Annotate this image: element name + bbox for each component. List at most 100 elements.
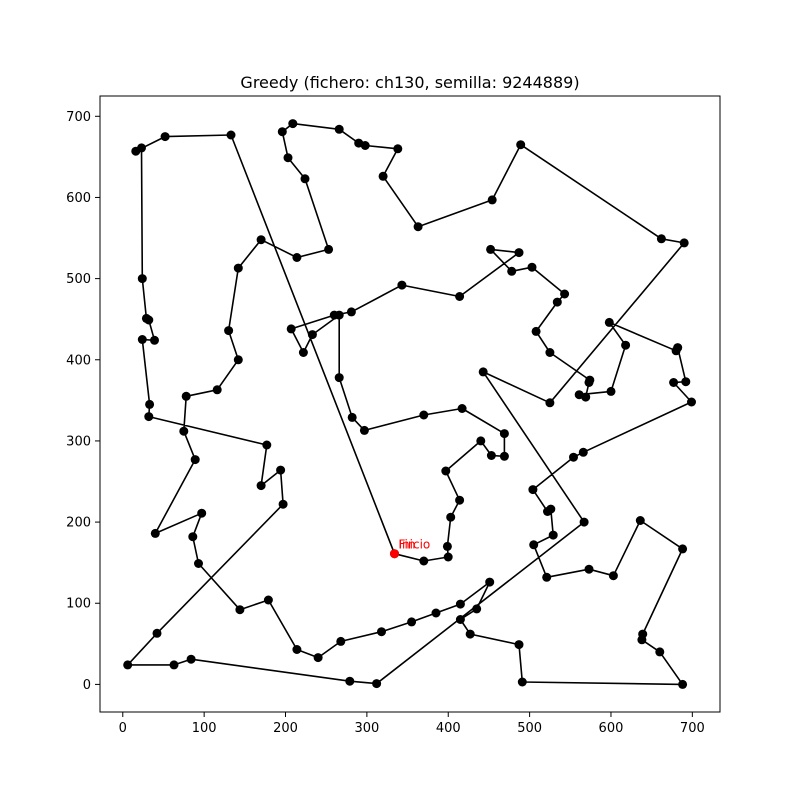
city-point (298, 348, 308, 357)
y-tick-label: 0 (83, 678, 91, 693)
city-point (635, 516, 645, 525)
city-point (150, 528, 160, 538)
city-point (278, 499, 288, 509)
city-point (472, 604, 482, 614)
city-point (499, 451, 509, 461)
city-point (329, 310, 339, 320)
x-tick-label: 200 (273, 721, 298, 736)
city-point (190, 455, 200, 465)
x-tick-label: 400 (436, 721, 461, 736)
city-point (224, 326, 234, 336)
city-point (455, 615, 465, 624)
city-point (292, 645, 302, 654)
city-point (334, 124, 344, 134)
city-point (307, 330, 317, 340)
y-tick-label: 100 (66, 597, 91, 612)
city-point (283, 153, 293, 163)
city-point (288, 119, 298, 129)
city-point (455, 599, 465, 609)
city-point (527, 262, 537, 272)
x-tick-label: 300 (354, 721, 379, 736)
city-point (514, 640, 524, 650)
city-point (487, 195, 497, 205)
city-point (262, 440, 272, 450)
city-point (256, 235, 266, 245)
city-point (486, 244, 496, 254)
city-point (621, 340, 631, 350)
city-point (457, 404, 467, 413)
city-point (442, 541, 452, 551)
city-point (656, 234, 666, 244)
start-end-point (390, 549, 399, 559)
city-point (377, 627, 386, 637)
city-point (179, 426, 189, 436)
x-tick-label: 0 (119, 721, 127, 736)
city-point (443, 552, 453, 562)
city-point (334, 373, 344, 383)
city-point (233, 355, 243, 365)
city-point (486, 451, 496, 460)
city-point (359, 425, 369, 435)
y-tick-label: 500 (66, 272, 91, 287)
city-point (235, 605, 245, 615)
city-point (681, 377, 691, 387)
city-point (476, 436, 486, 446)
city-point (637, 635, 647, 645)
city-point (584, 378, 594, 387)
city-point (137, 274, 147, 284)
city-point (569, 452, 578, 462)
city-point (169, 660, 179, 670)
city-point (478, 367, 488, 377)
city-point (397, 280, 407, 290)
city-point (360, 141, 370, 150)
city-point (160, 132, 170, 142)
city-point (542, 572, 552, 582)
city-point (552, 297, 562, 307)
city-point (123, 660, 133, 670)
city-point (669, 378, 679, 387)
city-point (345, 676, 355, 686)
city-point (545, 398, 555, 408)
axes-frame (99, 95, 721, 713)
city-point (145, 399, 155, 409)
city-point (655, 647, 665, 657)
y-tick-label: 400 (66, 353, 91, 368)
city-point (687, 397, 696, 407)
city-point (186, 654, 196, 664)
city-point (678, 679, 688, 689)
y-tick-label: 200 (66, 516, 91, 531)
x-tick-label: 700 (680, 721, 705, 736)
city-point (529, 540, 539, 550)
city-point (455, 495, 465, 505)
city-point (346, 307, 356, 317)
city-point (441, 466, 451, 476)
city-point (152, 628, 162, 638)
city-point (212, 385, 222, 395)
city-point (141, 313, 151, 323)
city-point (181, 391, 191, 401)
city-point (300, 174, 310, 184)
city-point (419, 410, 429, 420)
city-point (277, 127, 287, 137)
city-point (673, 343, 683, 353)
annotation-label: Inicio (399, 538, 431, 552)
city-point (292, 253, 302, 262)
city-point (431, 608, 441, 618)
city-point (574, 390, 584, 400)
city-point (507, 266, 517, 276)
city-point (499, 429, 509, 439)
city-point (336, 636, 346, 646)
x-tick-label: 600 (599, 721, 624, 736)
city-point (604, 317, 614, 327)
city-point (678, 544, 688, 554)
city-point (256, 481, 266, 491)
city-point (579, 517, 589, 527)
city-point (313, 653, 323, 663)
city-point (378, 171, 388, 181)
city-point (516, 140, 526, 150)
city-point (528, 485, 538, 495)
city-point (517, 677, 527, 687)
